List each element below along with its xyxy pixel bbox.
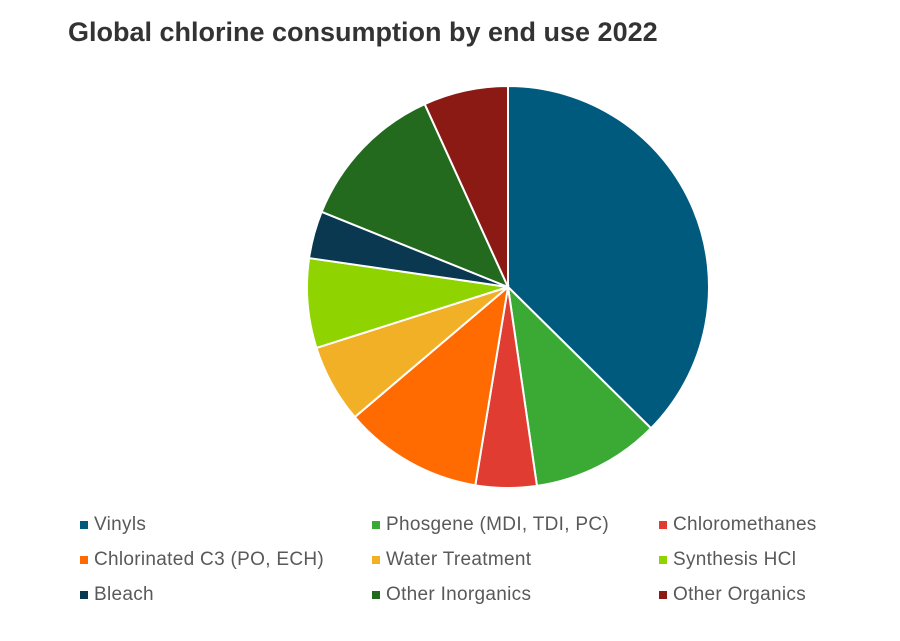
legend-swatch [372, 591, 380, 599]
legend-swatch [372, 521, 380, 529]
pie-slice [423, 84, 509, 288]
pie-slice [353, 284, 510, 487]
pie-slice [507, 84, 710, 430]
legend-label: Chloromethanes [673, 514, 817, 535]
legend-swatch [659, 521, 667, 529]
legend-label: Vinyls [94, 514, 146, 535]
legend-swatch [80, 521, 88, 529]
chart-title: Global chlorine consumption by end use 2… [68, 17, 658, 47]
legend-label: Synthesis HCl [673, 549, 796, 570]
legend-swatch [80, 556, 88, 564]
pie-slice [320, 102, 510, 289]
legend-label: Other Inorganics [386, 584, 531, 605]
legend-label: Chlorinated C3 (PO, ECH) [94, 549, 324, 570]
legend-swatch [659, 591, 667, 599]
legend-label: Bleach [94, 584, 154, 605]
legend-swatch [80, 591, 88, 599]
legend-swatch [372, 556, 380, 564]
legend-label: Other Organics [673, 584, 806, 605]
legend-label: Water Treatment [386, 549, 532, 570]
pie-slice [506, 284, 653, 488]
legend-swatch [659, 556, 667, 564]
legend-label: Phosgene (MDI, TDI, PC) [386, 514, 609, 535]
